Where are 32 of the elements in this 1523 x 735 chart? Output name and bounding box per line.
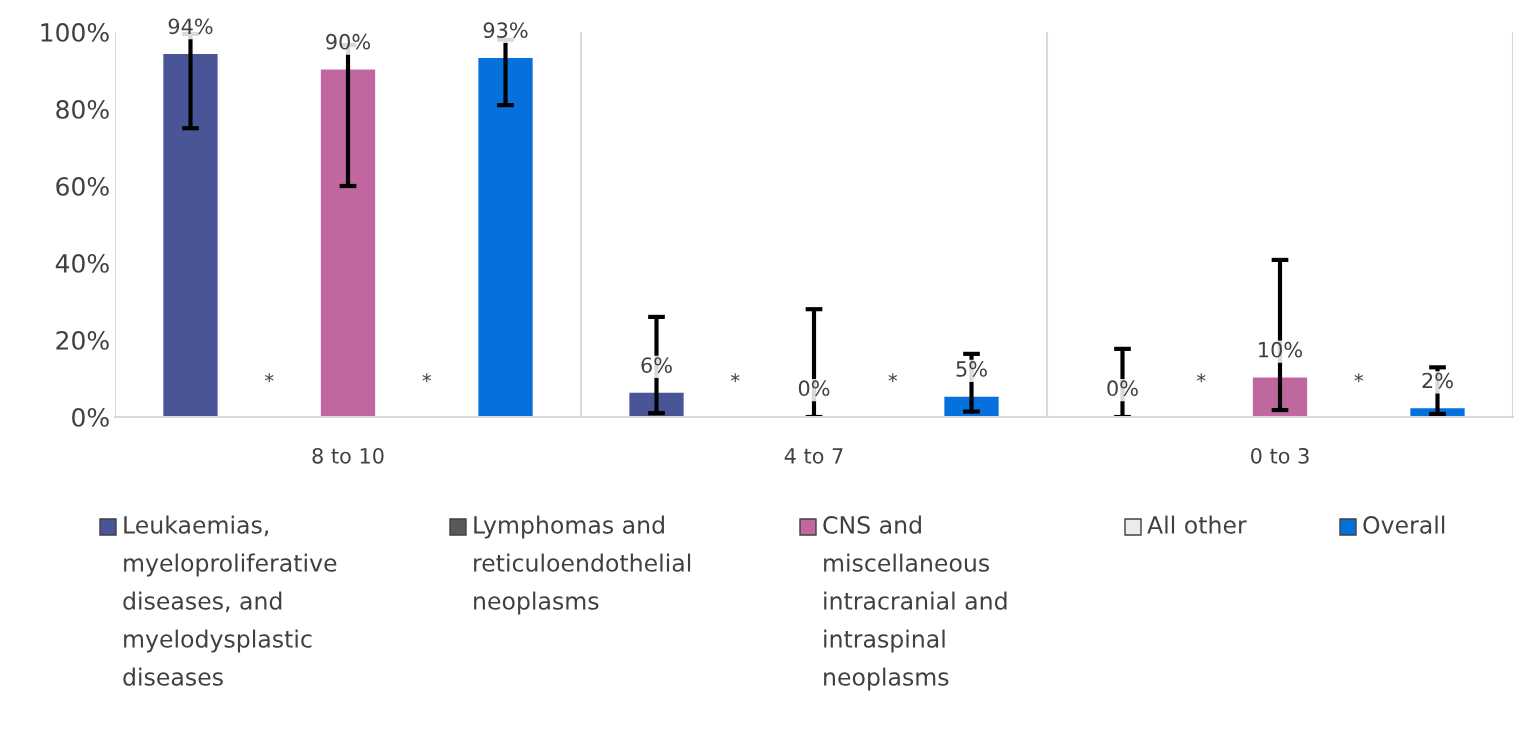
legend-label: CNS and miscellaneous intracranial and intraspinal neoplasms	[823, 515, 1007, 691]
legend-label: All other	[1147, 515, 1247, 534]
x-tick-label: 4 to 7	[784, 448, 843, 464]
legend-label: Lymphomas and reticuloendothelial neoplasms	[474, 515, 691, 615]
data-label: 2%	[1422, 372, 1453, 389]
text: *	[730, 373, 740, 383]
y-tick-label: 60%	[56, 176, 109, 196]
bar	[163, 54, 218, 417]
bar	[320, 69, 376, 417]
bar	[478, 57, 533, 417]
y-tick-label: 80%	[56, 99, 109, 119]
data-label: 0%	[798, 380, 830, 397]
data-label: 93%	[483, 22, 528, 39]
y-tick-label: 0%	[72, 407, 109, 427]
y-tick-label: 100%	[41, 22, 109, 42]
text: *	[1354, 373, 1364, 383]
x-tick-label: 0 to 3	[1251, 447, 1309, 464]
legend-label: Overall	[1363, 515, 1445, 534]
data-label: 5%	[956, 361, 987, 377]
text: *	[888, 373, 898, 383]
text: *	[422, 373, 432, 383]
data-label: 94%	[168, 18, 213, 35]
x-tick-label: 8 to 10	[312, 447, 384, 464]
legend-label: Leukaemias, myeloproliferative diseases, and myelodysplastic diseases	[123, 515, 337, 686]
data-label: 6%	[641, 357, 672, 373]
data-label: 90%	[326, 33, 370, 50]
text: *	[1196, 373, 1206, 383]
text: *	[264, 373, 274, 383]
data-label: 0%	[1107, 380, 1138, 397]
y-tick-label: 40%	[55, 253, 109, 273]
y-tick-label: 20%	[56, 330, 109, 350]
data-label: 10%	[1259, 341, 1302, 358]
